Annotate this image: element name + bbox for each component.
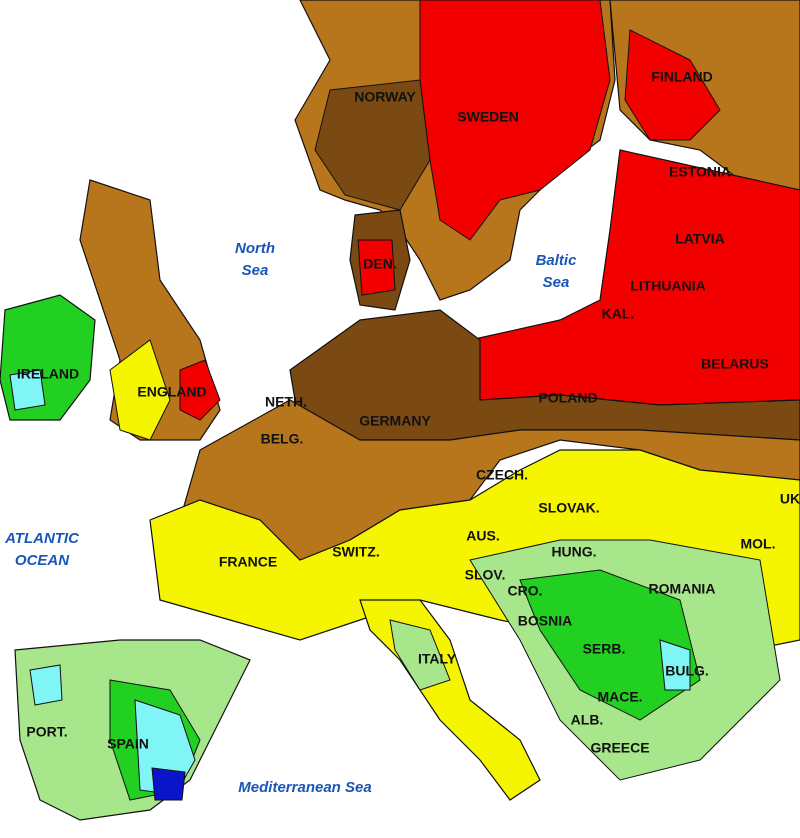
country-label: POLAND	[538, 390, 597, 406]
balkans-cyan	[659, 639, 691, 691]
country-label: SPAIN	[107, 736, 149, 752]
denmark-red	[357, 239, 396, 296]
balkans-green	[519, 569, 701, 721]
country-label: IRELAND	[17, 366, 79, 382]
country-label: MACE.	[597, 689, 642, 705]
country-label: BULG.	[665, 663, 709, 679]
ireland-cyan	[9, 369, 46, 411]
country-label: SWITZ.	[332, 544, 379, 560]
country-label: SLOV.	[465, 567, 506, 583]
country-label: SERB.	[583, 641, 626, 657]
sea-label: ATLANTIC	[4, 530, 80, 547]
country-label: ROMANIA	[649, 581, 716, 597]
country-label: CRO.	[508, 583, 543, 599]
country-label: KAL.	[602, 306, 635, 322]
country-label: CZECH.	[476, 467, 528, 483]
country-label: ITALY	[418, 651, 457, 667]
country-label: UK	[780, 491, 800, 507]
sweden-red	[419, 0, 611, 241]
country-label: NORWAY	[354, 89, 416, 105]
country-label: HUNG.	[551, 544, 596, 560]
sea-label: North	[235, 240, 275, 257]
country-labels: NORWAY SWEDEN FINLAND ESTONIA LATVIA LIT…	[17, 69, 800, 756]
country-label: BELARUS	[701, 356, 769, 372]
country-label: SLOVAK.	[538, 500, 599, 516]
country-label: AUS.	[466, 528, 499, 544]
country-label: DEN.	[363, 256, 396, 272]
spain-blue	[151, 767, 186, 801]
country-label: MOL.	[741, 536, 776, 552]
country-label: FINLAND	[651, 69, 712, 85]
country-label: PORT.	[26, 724, 67, 740]
country-label: LATVIA	[675, 231, 725, 247]
country-label: LITHUANIA	[630, 278, 705, 294]
sea-label: Mediterranean Sea	[238, 779, 371, 796]
country-label: FRANCE	[219, 554, 277, 570]
country-label: GREECE	[590, 740, 649, 756]
sea-label: OCEAN	[15, 552, 70, 569]
sea-label: Sea	[242, 262, 269, 279]
country-label: SWEDEN	[457, 109, 518, 125]
country-label: BOSNIA	[518, 613, 572, 629]
country-label: BELG.	[261, 431, 304, 447]
sea-label: Baltic	[536, 252, 578, 269]
england-red	[179, 359, 221, 421]
country-label: ALB.	[571, 712, 604, 728]
country-label: ESTONIA	[669, 164, 731, 180]
sea-labels: North Sea Baltic Sea ATLANTIC OCEAN Medi…	[4, 240, 577, 796]
finland-red	[624, 29, 721, 141]
sea-label: Sea	[543, 274, 570, 291]
gb-yellow	[109, 339, 171, 441]
country-label: GERMANY	[359, 413, 431, 429]
country-label: NETH.	[265, 394, 307, 410]
portugal-cyan	[29, 664, 63, 706]
country-label: ENGLAND	[137, 384, 206, 400]
italy-green	[389, 619, 451, 691]
